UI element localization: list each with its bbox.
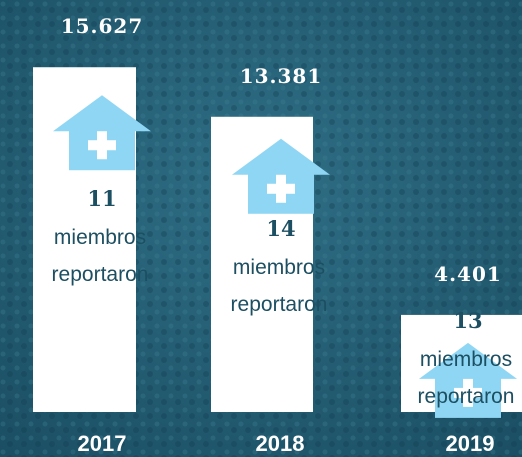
value-label: 15.627 [61, 14, 144, 38]
house-icon [419, 342, 517, 418]
house-roof [419, 342, 517, 379]
house-roof [53, 95, 151, 132]
house-roof [232, 138, 330, 175]
house-icon [53, 95, 151, 171]
member-text: miembros [233, 256, 325, 279]
x-tick-label: 2019 [446, 431, 495, 456]
member-text: reportaron [418, 385, 515, 408]
member-text: miembros [420, 348, 512, 371]
x-tick-label: 2017 [78, 431, 127, 456]
x-tick-label: 2018 [256, 431, 305, 456]
member-text: miembros [54, 226, 146, 249]
house-cross-h [267, 183, 295, 194]
value-label: 4.401 [434, 262, 502, 286]
member-count: 13 [453, 308, 482, 333]
member-text: reportaron [231, 293, 328, 316]
house-cross-h [454, 387, 482, 398]
member-count: 14 [266, 216, 295, 241]
member-text: reportaron [52, 263, 149, 286]
house-icon [232, 138, 330, 214]
member-count: 11 [87, 186, 116, 211]
house-cross-h [88, 140, 116, 151]
value-label: 13.381 [240, 64, 323, 88]
